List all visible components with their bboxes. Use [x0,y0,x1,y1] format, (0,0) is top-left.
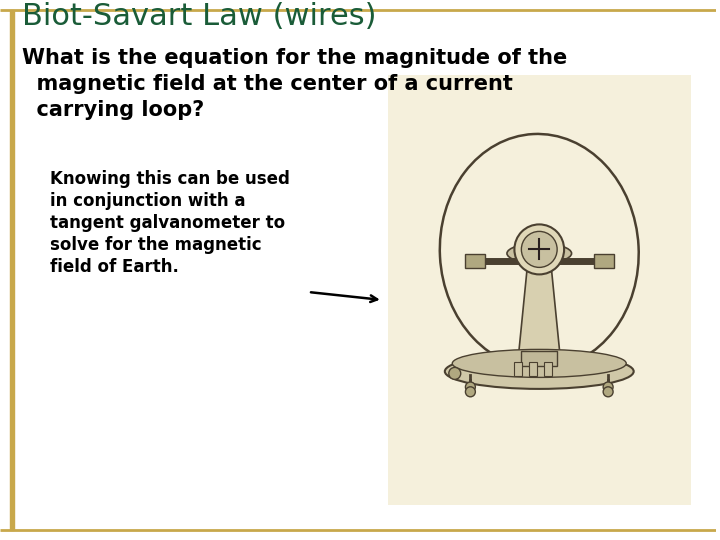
Circle shape [521,232,557,267]
Text: field of Earth.: field of Earth. [50,258,179,276]
Circle shape [465,387,475,397]
Ellipse shape [452,349,626,377]
Text: What is the equation for the magnitude of the: What is the equation for the magnitude o… [22,48,567,68]
Circle shape [465,382,475,392]
Text: Knowing this can be used: Knowing this can be used [50,170,289,188]
Text: carrying loop?: carrying loop? [22,100,204,120]
Ellipse shape [445,354,634,389]
Circle shape [449,367,461,380]
Text: solve for the magnetic: solve for the magnetic [50,236,261,254]
Bar [529,362,537,376]
Circle shape [514,225,564,274]
Bar [594,254,614,268]
Circle shape [603,382,613,392]
Bar [544,362,552,376]
Bar [10,10,14,530]
Ellipse shape [507,244,572,264]
Bar [387,75,691,505]
Polygon shape [521,352,557,367]
Text: magnetic field at the center of a current: magnetic field at the center of a curren… [22,74,513,94]
Text: Biot-Savart Law (wires): Biot-Savart Law (wires) [22,2,377,31]
Text: tangent galvanometer to: tangent galvanometer to [50,214,285,232]
Bar [464,254,485,268]
Circle shape [603,387,613,397]
Text: in conjunction with a: in conjunction with a [50,192,246,210]
Polygon shape [517,272,562,372]
Bar [514,362,523,376]
